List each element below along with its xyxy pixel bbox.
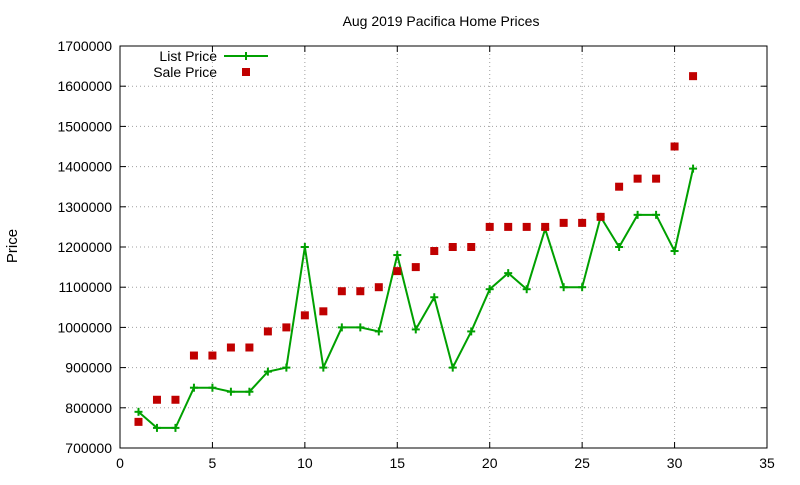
list-price-line <box>137 168 695 429</box>
list-price-point <box>245 387 254 396</box>
y-tick-label: 1300000 <box>57 199 112 215</box>
legend-marker-sale-price <box>242 68 250 76</box>
list-price-point <box>559 283 568 292</box>
sale-price-point <box>615 182 624 191</box>
sale-price-point <box>430 247 439 256</box>
sale-price-point <box>652 174 661 183</box>
sale-price-point <box>226 343 235 352</box>
legend-label-sale-price: Sale Price <box>153 64 217 80</box>
list-price-point <box>134 407 143 416</box>
chart-title: Aug 2019 Pacifica Home Prices <box>343 13 540 29</box>
list-price-point <box>189 383 198 392</box>
sale-price-point <box>245 343 254 352</box>
list-price-point <box>282 363 291 372</box>
list-price-point <box>208 383 217 392</box>
sale-price-point <box>670 142 679 151</box>
list-price-point <box>448 363 457 372</box>
list-price-point <box>152 423 161 432</box>
list-price-point <box>263 367 272 376</box>
sale-price-point <box>300 311 309 320</box>
legend-label-list-price: List Price <box>159 48 217 64</box>
sale-price-point <box>282 323 291 332</box>
sale-price-point <box>411 263 420 272</box>
x-tick-label: 20 <box>482 455 498 471</box>
list-price-point <box>467 327 476 336</box>
axes: 0 5 10 15 20 25 30 35 700000 800000 900000 1000000 1… <box>57 38 775 471</box>
y-axis-label: Price <box>4 229 21 263</box>
list-price-point <box>300 243 309 251</box>
y-tick-label: 700000 <box>65 440 112 456</box>
sale-price-point <box>189 351 198 360</box>
list-price-point <box>226 387 235 396</box>
sale-price-point <box>559 218 568 227</box>
series-layer <box>134 72 698 432</box>
list-price-point <box>337 323 346 332</box>
list-price-point <box>374 327 383 336</box>
sale-price-point <box>356 287 365 296</box>
list-price-point <box>171 423 180 432</box>
y-tick-label: 1000000 <box>57 319 112 335</box>
x-tick-label: 15 <box>389 455 405 471</box>
sale-price-point <box>467 243 476 251</box>
list-price-point <box>522 285 531 294</box>
sale-price-point <box>522 222 531 231</box>
x-tick-label: 25 <box>574 455 590 471</box>
x-tick-label: 10 <box>297 455 313 471</box>
list-price-point <box>652 210 661 219</box>
y-tick-label: 1600000 <box>57 78 112 94</box>
y-tick-label: 1400000 <box>57 159 112 175</box>
sale-price-point <box>208 351 217 360</box>
list-price-point <box>578 283 587 292</box>
sale-price-point <box>541 222 550 231</box>
sale-price-point <box>633 174 642 183</box>
list-price-point <box>319 363 328 372</box>
sale-price-point <box>319 307 328 316</box>
sale-price-point <box>504 222 513 231</box>
list-price-point <box>393 251 402 260</box>
sale-price-point <box>689 72 698 81</box>
list-price-point <box>633 210 642 219</box>
sale-price-point <box>596 212 605 221</box>
y-tick-label: 1700000 <box>57 38 112 54</box>
list-price-point <box>430 293 439 302</box>
sale-price-point <box>171 395 180 404</box>
sale-price-point <box>263 327 272 336</box>
sale-price-point <box>448 243 457 251</box>
y-tick-label: 1100000 <box>59 279 113 295</box>
list-price-point <box>504 269 513 278</box>
legend-marker-list-price <box>242 52 250 60</box>
x-tick-label: 0 <box>116 455 124 471</box>
list-price-point <box>689 164 698 173</box>
list-price-point <box>411 325 420 334</box>
sale-price-point <box>152 395 161 404</box>
x-tick-label: 30 <box>667 455 683 471</box>
y-tick-label: 800000 <box>65 400 112 416</box>
y-tick-label: 1500000 <box>57 118 112 134</box>
y-tick-label: 900000 <box>65 360 112 376</box>
list-price-point <box>485 285 494 294</box>
sale-price-point <box>374 283 383 292</box>
list-price-point <box>356 323 365 332</box>
sale-price-point <box>578 218 587 227</box>
list-price-point <box>670 247 679 256</box>
sale-price-point <box>337 287 346 296</box>
y-tick-label: 1200000 <box>57 239 112 255</box>
sale-price-point <box>134 417 143 426</box>
sale-price-point <box>485 222 494 231</box>
x-tick-label: 35 <box>759 455 775 471</box>
list-price-point <box>615 243 624 251</box>
x-tick-label: 5 <box>209 455 217 471</box>
sale-price-point <box>393 267 402 276</box>
